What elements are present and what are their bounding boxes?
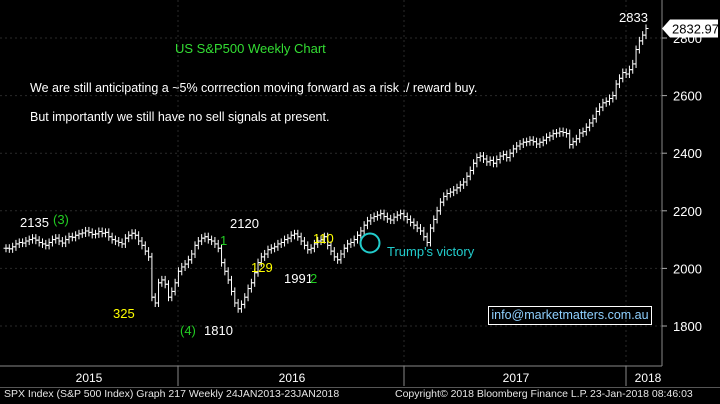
y-tick-label: 2400 bbox=[673, 146, 702, 161]
watermark-email[interactable]: info@marketmatters.com.au bbox=[488, 306, 652, 325]
note-line-2: But importantly we still have no sell si… bbox=[30, 110, 330, 124]
trump-victory-circle bbox=[359, 232, 381, 254]
x-axis: 2015 2016 2017 2018 bbox=[0, 365, 662, 386]
x-tick-label: 2018 bbox=[635, 371, 662, 385]
annotation-label: 1 bbox=[220, 233, 227, 248]
footer-bar bbox=[0, 387, 720, 404]
annotation-label: 1810 bbox=[204, 323, 233, 338]
x-tick-label: 2017 bbox=[503, 371, 530, 385]
price-bars bbox=[3, 24, 649, 313]
annotation-label: 2120 bbox=[230, 216, 259, 231]
x-tick-label: 2016 bbox=[279, 371, 306, 385]
annotation-label: 2135 bbox=[20, 215, 49, 230]
annotation-label: 2833 bbox=[619, 10, 648, 25]
annotation-label: 110 bbox=[313, 231, 334, 246]
footer-center: Copyright© 2018 Bloomberg Finance L.P. bbox=[395, 388, 589, 400]
annotation-label: (4) bbox=[180, 323, 196, 338]
annotation-label: 129 bbox=[251, 260, 273, 275]
chart-title: US S&P500 Weekly Chart bbox=[175, 41, 326, 56]
annotation-label: (3) bbox=[53, 212, 69, 227]
annotation-label: 1991 bbox=[284, 271, 313, 286]
y-tick-label: 2200 bbox=[673, 204, 702, 219]
y-tick-label: 1800 bbox=[673, 319, 702, 334]
last-price-label: 2832.97 bbox=[672, 22, 719, 37]
last-price-tag bbox=[662, 19, 718, 38]
grid-lines bbox=[0, 0, 662, 366]
y-tick-label: 2000 bbox=[673, 261, 702, 276]
annotation-label: Trump's victory bbox=[387, 244, 475, 259]
note-line-1: We are still anticipating a ~5% corrrect… bbox=[30, 81, 478, 95]
x-tick-label: 2015 bbox=[76, 371, 103, 385]
annotation-label: 325 bbox=[113, 306, 135, 321]
footer-right: 23-Jan-2018 08:46:03 bbox=[590, 388, 693, 400]
footer-left: SPX Index (S&P 500 Index) Graph 217 Week… bbox=[4, 388, 340, 400]
y-tick-label: 2600 bbox=[673, 89, 702, 104]
annotation-label: 2 bbox=[310, 271, 317, 286]
